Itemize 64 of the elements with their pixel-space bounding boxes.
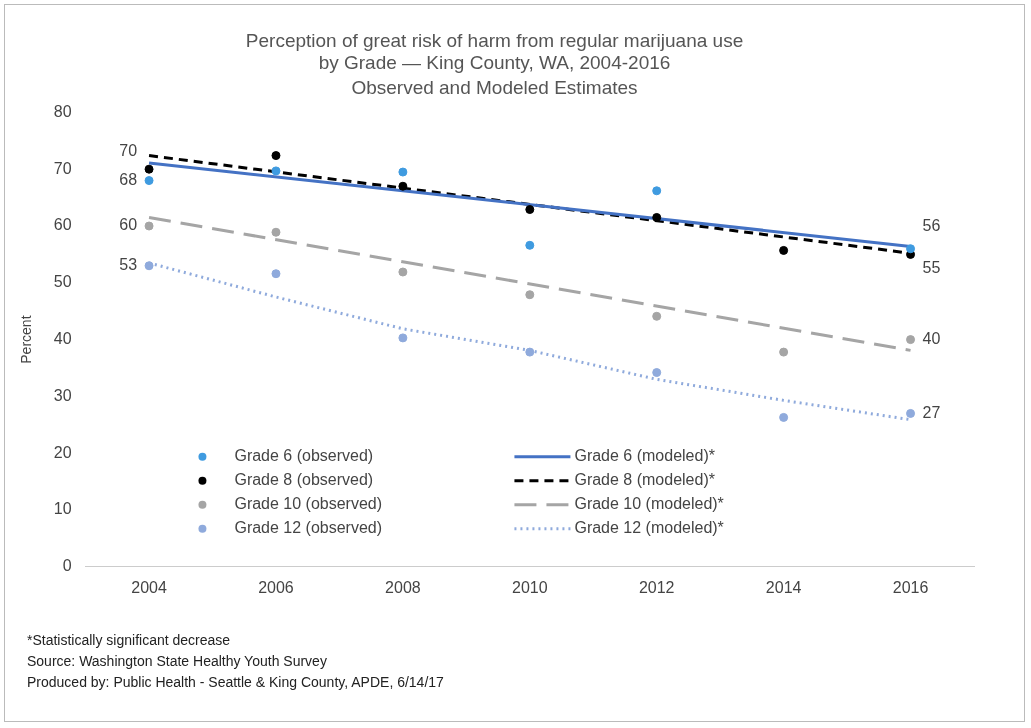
point [398, 333, 408, 343]
data-label: 70 [119, 141, 138, 159]
legend-label: Grade 12 (modeled)* [574, 519, 724, 537]
data-label: 56 [922, 217, 941, 235]
y-tick-label: 70 [53, 159, 72, 177]
point [652, 311, 662, 321]
data-label: 60 [119, 216, 138, 234]
x-tick-label: 2004 [131, 578, 167, 596]
y-axis-title: Percent [18, 315, 35, 364]
data-label: 27 [922, 403, 941, 421]
point [144, 261, 154, 271]
data-label: 55 [922, 258, 941, 276]
point [271, 269, 281, 279]
point [144, 221, 154, 231]
y-tick-label: 10 [53, 500, 72, 518]
y-tick-label: 50 [53, 273, 72, 291]
legend-label: Grade 12 (observed) [234, 519, 383, 537]
x-tick-label: 2012 [638, 578, 675, 596]
y-tick-label: 80 [53, 102, 72, 120]
point [525, 205, 535, 215]
data-label: 68 [119, 170, 138, 188]
legend-label: Grade 8 (observed) [234, 471, 374, 489]
source-note: Source: Washington State Healthy Youth Survey [27, 652, 328, 671]
point [144, 176, 154, 186]
text: *Statistically significant decrease [27, 631, 232, 650]
point [906, 408, 916, 418]
point [652, 368, 662, 378]
chart-subtitle: Observed and Modeled Estimates [351, 77, 638, 99]
point [271, 227, 281, 237]
y-tick-label: 30 [53, 386, 72, 404]
y-tick-label: 20 [53, 443, 72, 461]
point [525, 347, 535, 357]
point [779, 245, 789, 255]
x-tick-label: 2006 [258, 578, 294, 596]
data-label: 40 [922, 330, 941, 348]
point [398, 181, 408, 191]
x-tick-label: 2010 [512, 578, 548, 596]
legend-label: Grade 6 (observed) [234, 447, 374, 465]
point [906, 244, 916, 254]
point [144, 164, 154, 174]
point [652, 186, 662, 196]
y-tick-label: 60 [53, 216, 72, 234]
point [779, 412, 789, 422]
legend-label: Grade 10 (observed) [234, 495, 383, 513]
point [271, 166, 281, 176]
x-tick-label: 2014 [765, 578, 802, 596]
point [271, 151, 281, 161]
point [525, 240, 535, 250]
point [779, 347, 789, 357]
y-tick-label: 0 [62, 557, 72, 575]
legend-label: Grade 10 (modeled)* [574, 495, 724, 513]
point [525, 290, 535, 300]
y-tick-label: 40 [53, 330, 72, 348]
x-tick-label: 2008 [385, 578, 421, 596]
legend-label: Grade 8 (modeled)* [574, 471, 715, 489]
x-tick-label: 2016 [892, 578, 929, 596]
point [398, 167, 408, 177]
legend-label: Grade 6 (modeled)* [574, 447, 715, 465]
text: Produced by: Public Health - Seattle & King County, APDE, 6/14/17 [27, 673, 444, 692]
point [398, 267, 408, 277]
data-label: 53 [119, 256, 138, 274]
chart-title: Perception of great risk of harm from regular marijuana use by Grade — King County, WA, 2004-2016 [245, 29, 744, 74]
point [652, 212, 662, 222]
point [906, 335, 916, 345]
